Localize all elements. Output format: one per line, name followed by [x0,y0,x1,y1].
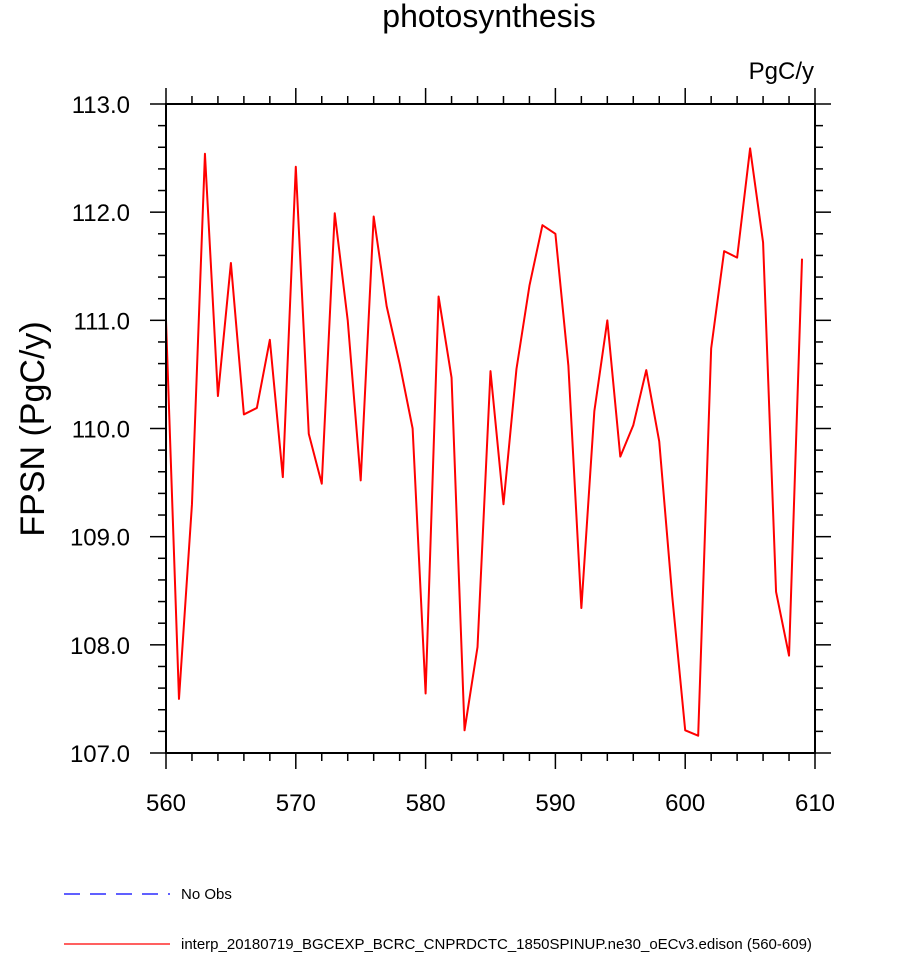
plot-frame [165,103,816,754]
x-tick-labels: 560 570 580 590 600 610 [146,790,835,817]
legend: No Obs interp_20180719_BGCEXP_BCRC_CNPRD… [64,886,812,953]
y-axis-label: FPSN (PgC/y) [14,321,52,536]
x-tick-label: 600 [665,790,705,817]
x-tick-label: 580 [406,790,446,817]
y-tick-label: 112.0 [72,200,130,227]
y-tick-label: 107.0 [70,741,130,768]
chart-title: photosynthesis [382,0,595,34]
legend-label-no-obs: No Obs [181,886,232,903]
series-line-0 [165,147,804,737]
y-tick-label: 113.0 [72,92,130,119]
y-tick-label: 111.0 [74,308,131,335]
x-tick-label: 610 [795,790,835,817]
y-tick-label: 108.0 [70,633,130,660]
legend-label-model: interp_20180719_BGCEXP_BCRC_CNPRDCTC_185… [181,936,812,953]
x-tick-label: 560 [146,790,186,817]
axis-ticks [150,88,831,769]
y-tick-labels: 107.0 108.0 109.0 110.0 111.0 112.0 113.0 [70,92,130,768]
series-lines [165,147,804,737]
y-tick-label: 109.0 [70,525,130,552]
x-tick-label: 570 [276,790,316,817]
y-tick-label: 110.0 [72,417,130,444]
units-label: PgC/y [749,58,814,85]
x-tick-label: 590 [535,790,575,817]
